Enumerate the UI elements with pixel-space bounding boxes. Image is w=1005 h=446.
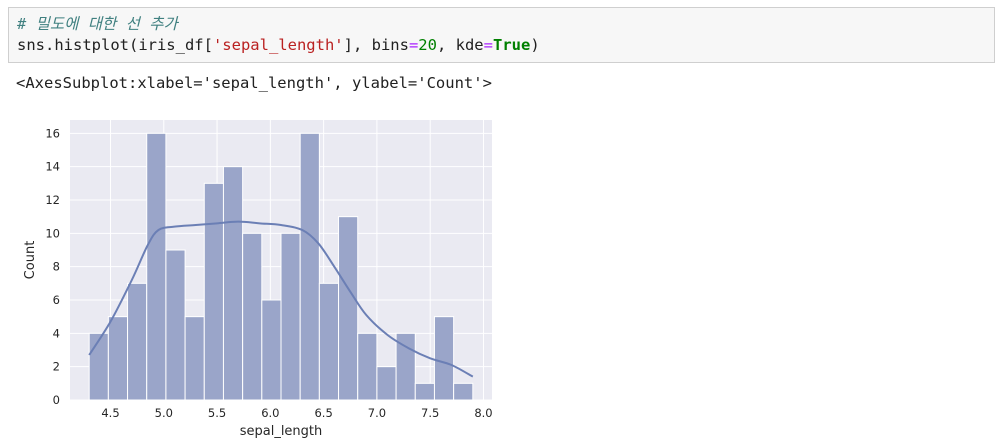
x-tick-label: 6.5 (314, 406, 332, 420)
x-tick-label: 7.0 (368, 406, 386, 420)
histogram-bar (261, 299, 282, 401)
histogram-bar (318, 282, 340, 401)
histogram-bar (338, 216, 359, 401)
histogram-bar (107, 316, 129, 401)
histogram-bar (357, 332, 378, 401)
histogram-bar (127, 282, 148, 401)
histogram-bar (376, 366, 397, 401)
code-comment: # 밀도에 대한 선 추가 (17, 15, 178, 33)
histogram-bar (146, 132, 167, 401)
y-tick-label: 16 (45, 126, 60, 140)
code-keyword-token: True (492, 36, 531, 54)
code-token: sns.histplot(iris_df[ (17, 36, 213, 54)
histogram-chart: 4.5 5.0 5.5 6.0 6.5 7.0 7.5 8.0 0 2 4 6 8 10 12 14 16 s… (23, 120, 493, 439)
histogram-bar (165, 249, 186, 401)
cell-output-text: <AxesSubplot:xlabel='sepal_length', ylab… (16, 74, 492, 92)
histogram-bar (203, 182, 224, 401)
y-tick-labels: 0 2 4 6 8 10 12 14 16 (45, 126, 60, 407)
y-tick-label: 4 (53, 326, 60, 340)
code-token: ], bins (343, 36, 409, 54)
histogram-bar (414, 382, 435, 401)
y-tick-label: 8 (53, 260, 60, 274)
histogram-bar (242, 232, 263, 401)
code-operator-token: = (408, 36, 419, 54)
code-string-token: 'sepal_length' (212, 36, 344, 54)
y-tick-label: 2 (53, 360, 60, 374)
histogram-bar (453, 382, 474, 401)
y-tick-label: 14 (45, 160, 60, 174)
code-token: ) (530, 36, 540, 54)
histogram-bar (299, 132, 320, 401)
code-operator-token: = (483, 36, 493, 54)
code-cell-input[interactable]: # 밀도에 대한 선 추가 sns.histplot(iris_df['sepa… (8, 7, 995, 63)
y-tick-label: 12 (45, 193, 60, 207)
code-comment-line: # 밀도에 대한 선 추가 (17, 14, 178, 34)
code-statement-line: sns.histplot(iris_df['sepal_length'], bi… (17, 35, 540, 55)
code-number-token: 20 (418, 36, 437, 54)
code-token: , kde (436, 36, 484, 54)
y-tick-label: 6 (53, 293, 60, 307)
y-tick-label: 10 (45, 226, 60, 240)
x-tick-label: 6.0 (261, 406, 279, 420)
x-tick-label: 4.5 (101, 406, 119, 420)
x-tick-label: 7.5 (421, 406, 439, 420)
histogram-bars (88, 132, 474, 401)
histogram-bar (222, 166, 244, 401)
y-axis-label: Count (23, 241, 38, 280)
histogram-bar (280, 232, 301, 401)
histogram-bar (88, 332, 109, 401)
x-axis-label: sepal_length (240, 424, 323, 439)
x-tick-label: 5.0 (155, 406, 173, 420)
x-tick-label: 5.5 (208, 406, 226, 420)
x-tick-label: 8.0 (474, 406, 492, 420)
kde-curve (88, 220, 474, 378)
histogram-bar (184, 316, 205, 401)
y-tick-label: 0 (53, 393, 60, 407)
histogram-bar (433, 316, 455, 401)
x-tick-labels: 4.5 5.0 5.5 6.0 6.5 7.0 7.5 8.0 (101, 406, 492, 420)
